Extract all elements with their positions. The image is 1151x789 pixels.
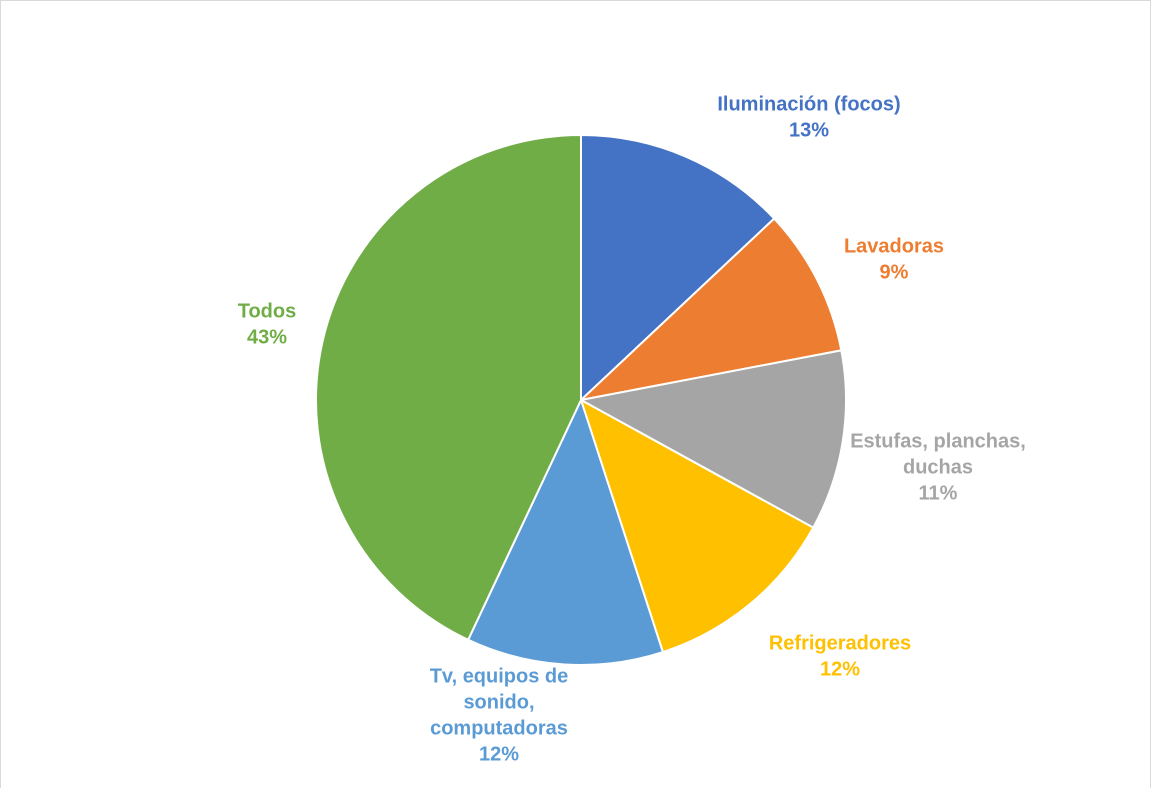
data-label-value: 12% — [820, 659, 860, 681]
data-label-value: 13% — [789, 120, 829, 142]
data-label-todos: Todos 43% — [238, 301, 297, 349]
pie-slice-lavadoras — [577, 217, 843, 402]
data-label-category: Lavadoras — [844, 236, 944, 258]
data-label-estufas-planchas: Estufas, planchas, duchas 11% — [850, 431, 1026, 505]
data-label-value: 12% — [479, 744, 519, 766]
data-label-value: 43% — [247, 327, 287, 349]
pie-slice-refrigeradores — [579, 397, 815, 654]
data-label-category: Estufas, planchas, — [850, 431, 1026, 453]
data-label-refrigeradores: Refrigeradores 12% — [769, 633, 911, 681]
pie-slice-estufas-planchas — [578, 349, 847, 530]
data-label-category: Todos — [238, 301, 297, 323]
data-label-category: sonido, — [463, 692, 534, 714]
data-label-iluminacion-focos: Iluminación (focos) 13% — [717, 94, 900, 142]
data-label-category: Tv, equipos de — [430, 666, 569, 688]
pie-slice-todos — [315, 133, 582, 642]
data-label-lavadoras: Lavadoras 9% — [844, 236, 944, 284]
data-label-category: Refrigeradores — [769, 633, 911, 655]
pie-slices — [315, 133, 847, 666]
data-label-category: duchas — [903, 457, 973, 479]
data-label-category: Iluminación (focos) — [717, 94, 900, 116]
pie-labels: Iluminación (focos) 13% Lavadoras 9% Estufas… — [238, 94, 1026, 766]
pie-slice-tv-equipos-de — [466, 397, 665, 666]
data-label-category: computadoras — [430, 718, 568, 740]
data-label-value: 9% — [880, 262, 909, 284]
data-label-tv-equipos-de: Tv, equipos de sonido, computadoras 12% — [430, 666, 569, 766]
data-label-value: 11% — [919, 483, 958, 505]
pie-slice-iluminacion-focos — [580, 133, 776, 403]
